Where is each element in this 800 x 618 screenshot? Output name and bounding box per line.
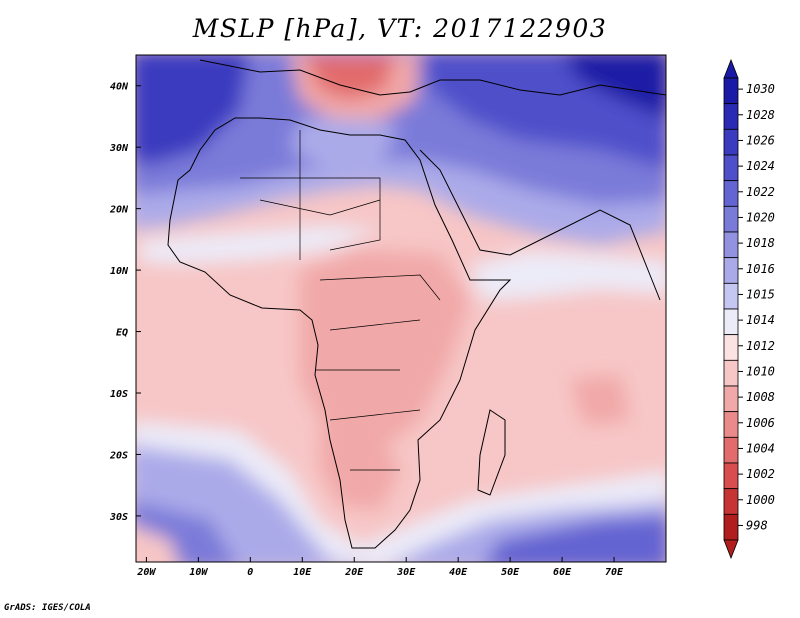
country-borders bbox=[240, 130, 441, 471]
colorbar-label: 998 bbox=[746, 518, 768, 532]
colorbar-swatch bbox=[723, 308, 739, 336]
indian-ocean-low bbox=[570, 375, 630, 425]
colorbar-label: 1008 bbox=[746, 390, 775, 404]
central-africa-low bbox=[300, 250, 470, 450]
map-frame bbox=[135, 54, 667, 563]
lon-label: 0 bbox=[247, 567, 253, 578]
colorbar-swatch bbox=[723, 488, 739, 515]
colorbar-swatch bbox=[723, 77, 739, 105]
sw-corner-low bbox=[136, 527, 178, 562]
europe-coast bbox=[199, 59, 666, 96]
colorbar-label: 1030 bbox=[746, 82, 775, 96]
lon-label: 10E bbox=[293, 567, 312, 578]
colorbar-top-arrow bbox=[723, 58, 739, 79]
pressure-field bbox=[136, 55, 666, 562]
lat-label: 20S bbox=[109, 450, 128, 461]
colorbar-swatch bbox=[723, 436, 739, 464]
colorbar-bottom-arrow bbox=[723, 539, 739, 560]
lat-label: 10N bbox=[110, 266, 129, 277]
colorbar-label: 1026 bbox=[746, 133, 775, 147]
south-indian-high bbox=[485, 515, 666, 562]
colorbar-label: 1014 bbox=[746, 313, 775, 327]
colorbar-label: 1012 bbox=[746, 339, 775, 353]
lon-label: 20E bbox=[344, 567, 364, 578]
southern-africa-low bbox=[320, 420, 400, 510]
colorbar-swatch bbox=[723, 462, 739, 490]
longitude-axis: 20W 10W 0 10E 20E 30E 40E 50E 60E 70E bbox=[136, 557, 624, 578]
south-high-band bbox=[136, 445, 666, 562]
colorbar-label: 1004 bbox=[746, 441, 775, 455]
lat-label: 20N bbox=[109, 205, 129, 216]
colorbar-label: 1024 bbox=[746, 159, 775, 173]
colorbar-swatch bbox=[723, 128, 739, 156]
colorbar-swatch bbox=[723, 282, 739, 310]
asia-high-core bbox=[563, 55, 666, 119]
colorbar-swatch bbox=[723, 180, 739, 207]
colorbar-swatch bbox=[723, 205, 739, 233]
colorbar: 1030 1028 1026 1024 1022 1020 1018 1016 1015 1014… bbox=[723, 58, 775, 560]
lon-label: 30E bbox=[396, 567, 416, 578]
arabian-sea-neutral bbox=[470, 250, 666, 300]
colorbar-swatch bbox=[723, 359, 739, 387]
map-title: MSLP [hPa], VT: 2017122903 bbox=[192, 14, 608, 43]
colorbar-swatch bbox=[723, 103, 739, 130]
colorbar-swatch bbox=[723, 411, 739, 438]
atlantic-high bbox=[136, 55, 250, 165]
colorbar-label: 1006 bbox=[746, 416, 775, 430]
colorbar-label: 1000 bbox=[746, 493, 775, 507]
colorbar-label: 1016 bbox=[746, 262, 775, 276]
madagascar-outline bbox=[477, 409, 506, 496]
colorbar-swatch bbox=[723, 334, 739, 361]
coastlines bbox=[167, 59, 666, 549]
colorbar-label: 1022 bbox=[746, 185, 775, 199]
lat-label: 10S bbox=[110, 389, 128, 400]
grads-credit: GrADS: IGES/COLA bbox=[4, 603, 91, 613]
lat-label: EQ bbox=[116, 328, 128, 339]
latitude-axis: 40N 30N 20N 10N EQ 10S 20S 30S bbox=[109, 82, 141, 523]
colorbar-label: 1015 bbox=[746, 287, 775, 301]
colorbar-swatch bbox=[723, 154, 739, 182]
colorbar-label: 1028 bbox=[746, 108, 775, 122]
lon-label: 70E bbox=[605, 567, 624, 578]
colorbar-swatch bbox=[723, 231, 739, 259]
lon-label: 60E bbox=[553, 567, 572, 578]
lon-label: 50E bbox=[501, 567, 520, 578]
africa-outline bbox=[167, 117, 512, 549]
lat-label: 30N bbox=[109, 143, 129, 154]
lon-label: 20W bbox=[136, 567, 156, 578]
libya-ridge bbox=[290, 115, 400, 165]
colorbar-swatch bbox=[723, 513, 739, 541]
lat-label: 30S bbox=[109, 512, 128, 523]
med-low-core bbox=[305, 55, 395, 100]
lon-label: 10W bbox=[189, 567, 208, 578]
colorbar-label: 1018 bbox=[746, 236, 775, 250]
arabia-india-coast bbox=[419, 149, 661, 301]
colorbar-label: 1020 bbox=[746, 210, 775, 224]
colorbar-swatch bbox=[723, 385, 739, 413]
lat-label: 40N bbox=[110, 82, 129, 93]
colorbar-swatch bbox=[723, 257, 739, 284]
sahel-neutral bbox=[140, 225, 380, 265]
colorbar-label: 1002 bbox=[746, 467, 775, 481]
colorbar-label: 1010 bbox=[746, 364, 775, 378]
lon-label: 40E bbox=[449, 567, 468, 578]
